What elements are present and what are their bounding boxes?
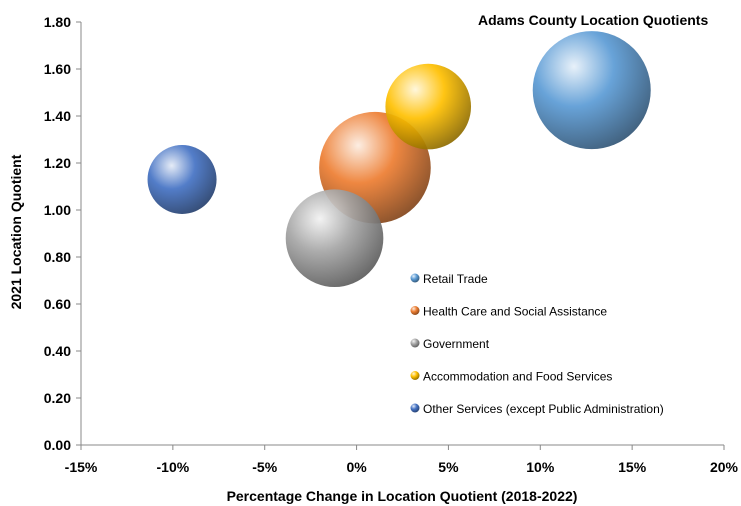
x-tick-label: 5% (438, 459, 459, 475)
y-tick-label: 1.40 (44, 108, 71, 124)
y-tick-label: 0.80 (44, 249, 71, 265)
y-tick-label: 0.00 (44, 437, 71, 453)
y-tick-label: 1.20 (44, 155, 71, 171)
x-ticks: -15% -10% -5% 0% 5% 10% 15% 20% (65, 445, 739, 475)
bubble-other-services-except-public-administration (147, 144, 217, 214)
x-tick-label: 0% (346, 459, 367, 475)
y-tick-label: 0.60 (44, 296, 71, 312)
bubble-accommodation-and-food-services (385, 63, 472, 150)
x-tick-label: 10% (526, 459, 555, 475)
legend-marker (410, 306, 420, 315)
legend-label: Other Services (except Public Administra… (423, 402, 664, 416)
legend-label: Accommodation and Food Services (423, 370, 612, 384)
legend-marker (410, 371, 420, 380)
legend-marker (410, 403, 420, 413)
y-ticks: 0.00 0.20 0.40 0.60 0.80 1.00 1.20 1.40 1.60 1.80 (44, 14, 81, 453)
y-axis-title: 2021 Location Quotient (8, 154, 24, 309)
bubbles (147, 31, 651, 288)
x-tick-label: -15% (65, 459, 98, 475)
chart-title: Adams County Location Quotients (478, 12, 708, 28)
y-tick-label: 1.60 (44, 61, 71, 77)
x-tick-label: -5% (252, 459, 277, 475)
bubble-retail-trade (532, 31, 651, 150)
legend-label: Retail Trade (423, 272, 488, 286)
legend-marker (410, 338, 420, 348)
legend-marker (410, 273, 420, 283)
x-tick-label: 15% (618, 459, 647, 475)
y-tick-label: 0.40 (44, 343, 71, 359)
bubble-government (285, 189, 384, 288)
x-tick-label: -10% (157, 459, 190, 475)
y-tick-label: 0.20 (44, 390, 71, 406)
legend-label: Government (423, 337, 490, 351)
y-tick-label: 1.80 (44, 14, 71, 30)
x-tick-label: 20% (710, 459, 739, 475)
legend: Retail Trade Health Care and Social Assis… (410, 272, 664, 416)
legend-label: Health Care and Social Assistance (423, 305, 607, 319)
x-axis-title: Percentage Change in Location Quotient (… (227, 488, 578, 504)
y-tick-label: 1.00 (44, 202, 71, 218)
